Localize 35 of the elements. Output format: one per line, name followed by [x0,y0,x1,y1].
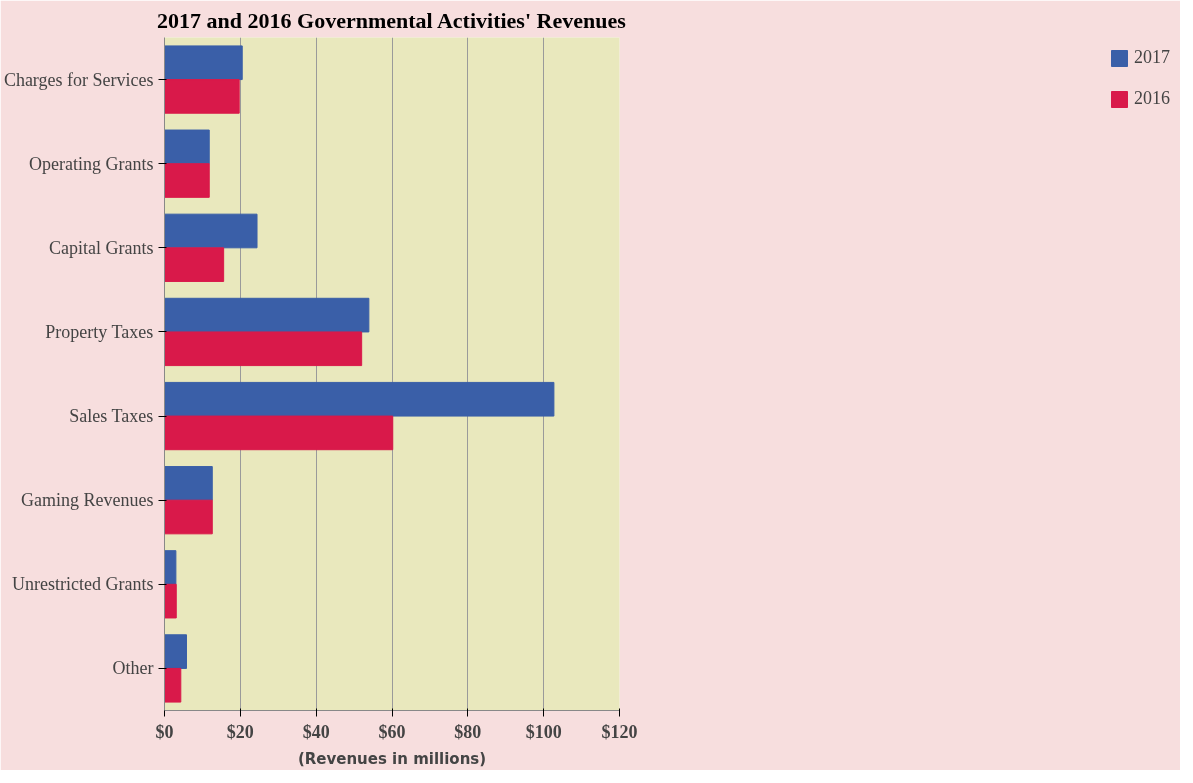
y-tick-label: Gaming Revenues [21,490,154,511]
y-tick-label: Other [112,658,154,679]
chart-title: 2017 and 2016 Governmental Activities' Revenues [157,7,627,33]
y-tick-label: Operating Grants [29,153,154,174]
bar [164,583,177,619]
x-tick-label: $100 [525,721,562,742]
bar [164,247,225,282]
y-tick-label: Unrestricted Grants [12,574,154,595]
bar [164,79,240,114]
bar [164,466,213,501]
y-tick-label: Charges for Services [3,69,154,90]
bar [164,667,182,703]
x-axis-title: (Revenues in millions) [297,749,487,768]
x-tick-label: $80 [454,721,482,742]
bar [164,297,370,333]
bar [164,415,394,451]
x-tick-label: $0 [155,721,174,742]
bar [164,550,177,585]
x-tick-label: $60 [378,721,406,742]
x-tick-label: $120 [601,721,638,742]
y-tick-label: Sales Taxes [69,406,154,427]
bar [164,381,555,417]
y-tick-label: Capital Grants [49,237,154,258]
bar [164,499,213,535]
bar [164,163,210,198]
bar [164,634,187,669]
x-tick-label: $20 [226,721,254,742]
bar [164,129,210,165]
bar [164,45,243,81]
legend-label: 2016 [1134,88,1170,109]
x-tick-label: $40 [302,721,330,742]
legend-label: 2017 [1134,47,1170,68]
bar [164,213,258,249]
y-tick-label: Property Taxes [45,321,154,342]
bar [164,331,363,367]
